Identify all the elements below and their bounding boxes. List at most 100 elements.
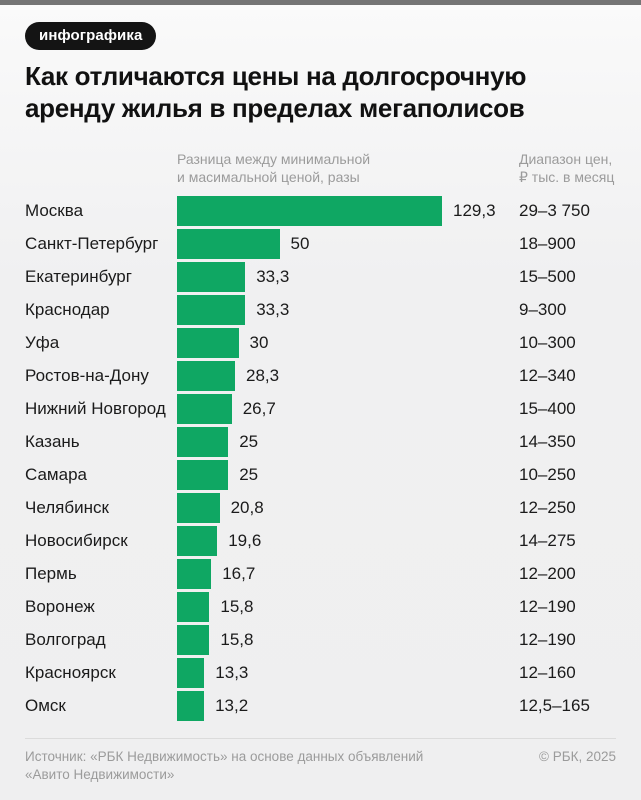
value-bar xyxy=(177,625,210,655)
chart-row: Санкт-Петербург 50 18–900 xyxy=(25,229,616,259)
value-bar xyxy=(177,196,442,226)
bar-cell: 33,3 xyxy=(177,262,519,292)
value-bar xyxy=(177,361,235,391)
value-label: 19,6 xyxy=(228,531,262,550)
bar-cell: 19,6 xyxy=(177,526,519,556)
infographic-badge-label: инфографика xyxy=(39,27,143,44)
footer-divider xyxy=(25,738,616,739)
price-range: 10–300 xyxy=(519,333,576,352)
value-bar xyxy=(177,559,212,589)
city-label: Екатеринбург xyxy=(25,267,132,286)
price-range: 10–250 xyxy=(519,465,576,484)
value-bar xyxy=(177,295,246,325)
price-range: 18–900 xyxy=(519,234,576,253)
chart-row: Пермь 16,7 12–200 xyxy=(25,559,616,589)
price-range: 14–350 xyxy=(519,432,576,451)
bar-cell: 16,7 xyxy=(177,559,519,589)
range-column-header: Диапазон цен, ₽ тыс. в месяц xyxy=(519,150,616,186)
chart-row: Нижний Новгород 26,7 15–400 xyxy=(25,394,616,424)
page-title: Как отличаются цены на долгосрочную арен… xyxy=(25,60,616,124)
bar-cell: 15,8 xyxy=(177,592,519,622)
price-range: 12–160 xyxy=(519,663,576,682)
value-label: 50 xyxy=(290,234,310,253)
value-bar xyxy=(177,394,232,424)
city-label: Казань xyxy=(25,432,80,451)
price-range: 12,5–165 xyxy=(519,696,590,715)
chart-row: Омск 13,2 12,5–165 xyxy=(25,691,616,721)
value-label: 28,3 xyxy=(246,366,280,385)
value-label: 25 xyxy=(239,465,259,484)
column-headers-spacer xyxy=(25,150,177,186)
bar-cell: 30 xyxy=(177,328,519,358)
city-label: Новосибирск xyxy=(25,531,128,550)
bar-chart: Москва 129,3 29–3 750 Санкт-Петербург 50 18–9… xyxy=(25,196,616,721)
value-label: 25 xyxy=(239,432,259,451)
value-label: 129,3 xyxy=(453,201,496,220)
value-label: 26,7 xyxy=(242,399,276,418)
infographic-page: инфографика Как отличаются цены на долго… xyxy=(0,5,641,783)
source-note-line-2: «Авито Недвижимости» xyxy=(25,766,175,782)
chart-row: Воронеж 15,8 12–190 xyxy=(25,592,616,622)
value-label: 33,3 xyxy=(256,300,290,319)
city-label: Краснодар xyxy=(25,300,110,319)
chart-row: Волгоград 15,8 12–190 xyxy=(25,625,616,655)
value-bar xyxy=(177,493,220,523)
source-note: Источник: «РБК Недвижимость» на основе д… xyxy=(25,748,423,783)
column-headers: Разница между минимальной и масимальной … xyxy=(25,150,616,186)
value-label: 13,3 xyxy=(215,663,249,682)
city-label: Омск xyxy=(25,696,66,715)
bar-cell: 25 xyxy=(177,427,519,457)
city-label: Москва xyxy=(25,201,84,220)
city-label: Пермь xyxy=(25,564,77,583)
value-label: 20,8 xyxy=(230,498,264,517)
value-label: 16,7 xyxy=(222,564,256,583)
price-range: 15–400 xyxy=(519,399,576,418)
value-label: 13,2 xyxy=(215,696,249,715)
chart-row: Екатеринбург 33,3 15–500 xyxy=(25,262,616,292)
value-bar xyxy=(177,460,229,490)
city-label: Челябинск xyxy=(25,498,109,517)
city-label: Ростов-на-Дону xyxy=(25,366,149,385)
price-range: 12–250 xyxy=(519,498,576,517)
value-bar xyxy=(177,427,229,457)
city-label: Воронеж xyxy=(25,597,95,616)
bar-cell: 13,3 xyxy=(177,658,519,688)
page-title-line-2: аренду жилья в пределах мегаполисов xyxy=(25,93,525,123)
chart-row: Ростов-на-Дону 28,3 12–340 xyxy=(25,361,616,391)
chart-row: Самара 25 10–250 xyxy=(25,460,616,490)
bar-cell: 28,3 xyxy=(177,361,519,391)
value-label: 15,8 xyxy=(220,630,254,649)
top-strip xyxy=(0,0,641,5)
city-label: Уфа xyxy=(25,333,60,352)
page-title-line-1: Как отличаются цены на долгосрочную xyxy=(25,61,527,91)
city-label: Санкт-Петербург xyxy=(25,234,159,253)
city-label: Волгоград xyxy=(25,630,106,649)
bar-cell: 25 xyxy=(177,460,519,490)
value-bar xyxy=(177,658,205,688)
chart-row: Уфа 30 10–300 xyxy=(25,328,616,358)
price-range: 15–500 xyxy=(519,267,576,286)
bar-cell: 13,2 xyxy=(177,691,519,721)
value-bar xyxy=(177,328,239,358)
bar-cell: 33,3 xyxy=(177,295,519,325)
chart-row: Красноярск 13,3 12–160 xyxy=(25,658,616,688)
bar-cell: 15,8 xyxy=(177,625,519,655)
value-bar xyxy=(177,592,210,622)
bar-cell: 26,7 xyxy=(177,394,519,424)
price-range: 12–340 xyxy=(519,366,576,385)
city-label: Самара xyxy=(25,465,87,484)
bar-cell: 20,8 xyxy=(177,493,519,523)
chart-row: Новосибирск 19,6 14–275 xyxy=(25,526,616,556)
bar-cell: 129,3 xyxy=(177,196,519,226)
price-range: 12–200 xyxy=(519,564,576,583)
chart-row: Челябинск 20,8 12–250 xyxy=(25,493,616,523)
price-range: 12–190 xyxy=(519,597,576,616)
value-axis-header-line-1: Разница между минимальной xyxy=(177,151,371,167)
range-column-header-line-1: Диапазон цен, xyxy=(519,151,613,167)
chart-row: Краснодар 33,3 9–300 xyxy=(25,295,616,325)
value-label: 15,8 xyxy=(220,597,254,616)
infographic-badge: инфографика xyxy=(25,22,157,50)
value-label: 33,3 xyxy=(256,267,290,286)
source-note-line-1: Источник: «РБК Недвижимость» на основе д… xyxy=(25,749,424,764)
value-bar xyxy=(177,229,280,259)
